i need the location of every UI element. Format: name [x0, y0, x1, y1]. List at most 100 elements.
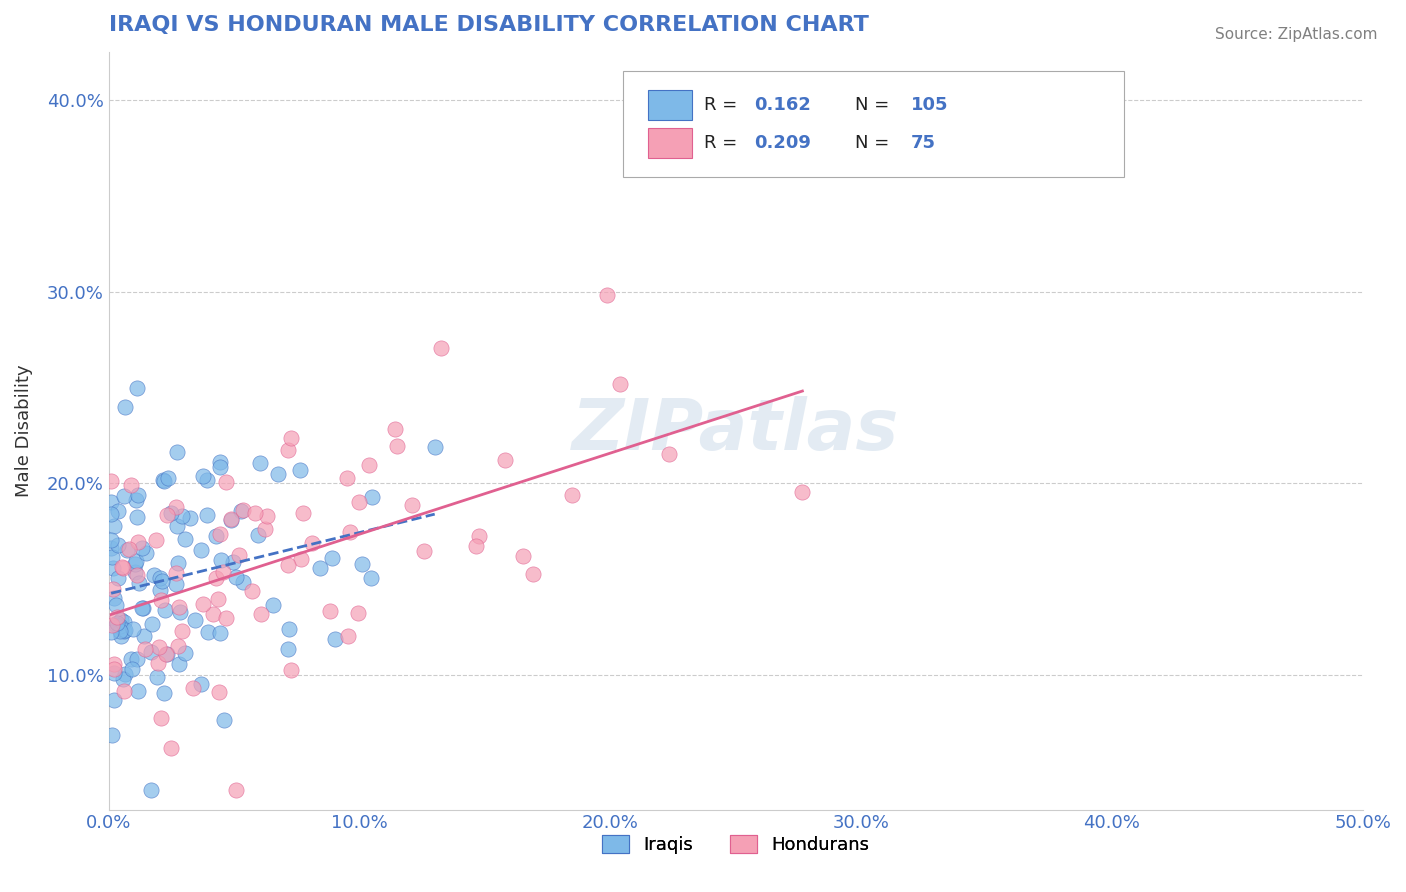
Point — [167, 639, 190, 653]
Point — [207, 685, 229, 699]
Point — [103, 582, 125, 596]
Point — [149, 571, 172, 585]
Point — [215, 475, 238, 490]
Point — [429, 341, 451, 355]
Point — [232, 502, 254, 516]
Point — [465, 539, 488, 553]
Point — [131, 601, 153, 615]
Point — [112, 624, 135, 638]
Point — [157, 471, 180, 485]
Point — [792, 484, 814, 499]
Point — [100, 541, 122, 556]
Point — [219, 513, 242, 527]
Point — [149, 582, 172, 597]
Point — [207, 592, 229, 607]
Point — [401, 499, 423, 513]
Point — [124, 557, 146, 571]
Point — [122, 622, 145, 636]
Point — [222, 555, 245, 569]
Point — [108, 624, 131, 639]
Point — [111, 559, 134, 574]
Point — [107, 571, 129, 585]
FancyBboxPatch shape — [623, 70, 1125, 177]
Point — [179, 511, 201, 525]
Point — [211, 566, 233, 580]
Point — [139, 645, 162, 659]
Point — [127, 684, 149, 698]
Point — [256, 509, 278, 524]
Point — [103, 662, 125, 676]
Y-axis label: Male Disability: Male Disability — [15, 364, 32, 497]
Point — [195, 508, 218, 523]
Point — [347, 495, 370, 509]
Point — [250, 607, 273, 622]
Point — [240, 584, 263, 599]
Text: 105: 105 — [911, 95, 949, 114]
Point — [208, 527, 231, 541]
Point — [165, 500, 187, 514]
Point — [290, 551, 312, 566]
Point — [166, 518, 188, 533]
Point — [121, 663, 143, 677]
Point — [127, 535, 149, 549]
Point — [159, 506, 181, 520]
Point — [384, 422, 406, 436]
Point — [100, 475, 122, 489]
Point — [145, 670, 167, 684]
Point — [280, 431, 302, 445]
Point — [205, 528, 228, 542]
Point — [208, 460, 231, 475]
Text: 0.209: 0.209 — [755, 134, 811, 152]
Point — [148, 640, 170, 654]
Point — [208, 455, 231, 469]
Point — [165, 566, 187, 580]
Point — [245, 507, 267, 521]
Text: Source: ZipAtlas.com: Source: ZipAtlas.com — [1215, 27, 1378, 42]
Point — [561, 488, 583, 502]
Point — [153, 603, 176, 617]
Point — [132, 629, 155, 643]
Point — [336, 629, 359, 643]
Point — [301, 535, 323, 549]
Point — [232, 574, 254, 589]
Point — [214, 713, 236, 727]
Point — [169, 605, 191, 619]
Point — [120, 652, 142, 666]
Point — [111, 672, 134, 686]
Point — [153, 685, 176, 699]
Point — [170, 624, 193, 639]
Point — [100, 508, 122, 522]
Point — [103, 657, 125, 671]
Point — [115, 542, 138, 557]
Point — [128, 576, 150, 591]
Legend: Iraqis, Hondurans: Iraqis, Hondurans — [595, 828, 876, 861]
Point — [125, 510, 148, 524]
Point — [105, 609, 128, 624]
Point — [125, 381, 148, 395]
Point — [103, 692, 125, 706]
Point — [249, 456, 271, 470]
Point — [195, 473, 218, 487]
Point — [112, 489, 135, 503]
Point — [494, 453, 516, 467]
Point — [156, 647, 179, 661]
Point — [253, 522, 276, 536]
Point — [114, 400, 136, 414]
Point — [522, 567, 544, 582]
Point — [150, 574, 173, 588]
Point — [100, 533, 122, 547]
Point — [339, 524, 361, 539]
Point — [191, 468, 214, 483]
Point — [107, 504, 129, 518]
Point — [105, 618, 128, 632]
Text: R =: R = — [704, 134, 744, 152]
Point — [360, 571, 382, 585]
Point — [148, 656, 170, 670]
Point — [107, 539, 129, 553]
Point — [205, 571, 228, 585]
Point — [125, 567, 148, 582]
Point — [347, 607, 370, 621]
Point — [172, 508, 194, 523]
Point — [101, 728, 124, 742]
Point — [361, 490, 384, 504]
